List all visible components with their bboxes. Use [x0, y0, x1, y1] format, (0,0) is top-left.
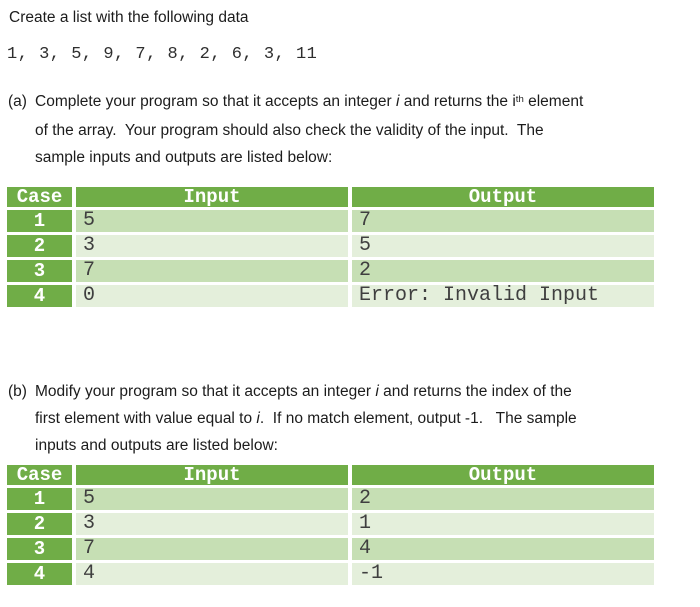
table-a-header-output: Output [352, 187, 654, 207]
table-row: 3 7 4 [7, 538, 654, 560]
table-a-header-row: Case Input Output [7, 187, 654, 207]
text-segment-italic: i [256, 410, 260, 427]
table-a-output-1: 7 [352, 210, 654, 232]
question-a: (a) Complete your program so that it acc… [8, 88, 673, 171]
table-row: 4 4 -1 [7, 563, 654, 585]
table-b-header-output: Output [352, 465, 654, 485]
text-segment: first element with value equal to [35, 410, 257, 427]
text-segment: sample inputs and outputs are listed bel… [35, 149, 333, 166]
text-segment-italic: i [396, 93, 400, 110]
table-a-header-case: Case [7, 187, 72, 207]
question-b-line-1: Modify your program so that it accepts a… [35, 378, 673, 405]
text-segment: inputs and outputs are listed below: [35, 437, 278, 454]
table-b-input-3: 7 [76, 538, 348, 560]
text-segment: . If no match element, output -1. The sa… [259, 410, 577, 427]
question-a-text: Complete your program so that it accepts… [35, 88, 673, 171]
text-segment: element [523, 93, 584, 110]
table-b-input-4: 4 [76, 563, 348, 585]
table-a-case-3: 3 [7, 260, 72, 282]
table-b-header-row: Case Input Output [7, 465, 654, 485]
question-b-line-3: inputs and outputs are listed below: [35, 432, 673, 459]
table-b-header-case: Case [7, 465, 72, 485]
text-segment: and returns the i [399, 93, 516, 110]
table-a-case-4: 4 [7, 285, 72, 307]
question-a-line-3: sample inputs and outputs are listed bel… [35, 144, 673, 171]
table-a-header-input: Input [76, 187, 348, 207]
question-a-label: (a) [8, 93, 27, 110]
table-row: 4 0 Error: Invalid Input [7, 285, 654, 307]
text-segment-sup: th [515, 93, 524, 105]
table-row: 1 5 2 [7, 488, 654, 510]
question-b-line-2: first element with value equal to i. If … [35, 405, 673, 432]
table-row: 3 7 2 [7, 260, 654, 282]
table-b-input-2: 3 [76, 513, 348, 535]
table-a-output-3: 2 [352, 260, 654, 282]
table-a-input-2: 3 [76, 235, 348, 257]
table-b-output-2: 1 [352, 513, 654, 535]
question-b-label: (b) [8, 383, 27, 400]
document-title: Create a list with the following data [9, 9, 249, 26]
table-b-case-3: 3 [7, 538, 72, 560]
text-segment: Complete your program so that it accepts… [35, 93, 396, 110]
table-a-case-2: 2 [7, 235, 72, 257]
table-a-input-1: 5 [76, 210, 348, 232]
text-segment: Modify your program so that it accepts a… [35, 383, 376, 400]
table-a: Case Input Output 1 5 7 2 3 5 3 7 2 4 0 … [3, 184, 658, 310]
question-a-line-1: Complete your program so that it accepts… [35, 88, 673, 117]
table-a-input-4: 0 [76, 285, 348, 307]
table-a-output-4: Error: Invalid Input [352, 285, 654, 307]
text-segment: and returns the index of the [378, 383, 572, 400]
table-b-output-3: 4 [352, 538, 654, 560]
table-a-output-2: 5 [352, 235, 654, 257]
table-b: Case Input Output 1 5 2 2 3 1 3 7 4 4 4 … [3, 462, 658, 588]
text-segment-italic: i [375, 383, 379, 400]
question-a-line-2: of the array. Your program should also c… [35, 117, 673, 144]
table-b-header-input: Input [76, 465, 348, 485]
table-b-output-1: 2 [352, 488, 654, 510]
table-a-input-3: 7 [76, 260, 348, 282]
table-b-case-1: 1 [7, 488, 72, 510]
question-b-text: Modify your program so that it accepts a… [35, 378, 673, 459]
table-b-output-4: -1 [352, 563, 654, 585]
table-row: 2 3 1 [7, 513, 654, 535]
table-a-case-1: 1 [7, 210, 72, 232]
question-b: (b) Modify your program so that it accep… [8, 378, 673, 459]
text-segment: of the array. Your program should also c… [35, 122, 544, 139]
table-b-case-2: 2 [7, 513, 72, 535]
table-row: 1 5 7 [7, 210, 654, 232]
data-values-line: 1, 3, 5, 9, 7, 8, 2, 6, 3, 11 [7, 45, 318, 64]
table-b-input-1: 5 [76, 488, 348, 510]
table-b-case-4: 4 [7, 563, 72, 585]
table-row: 2 3 5 [7, 235, 654, 257]
